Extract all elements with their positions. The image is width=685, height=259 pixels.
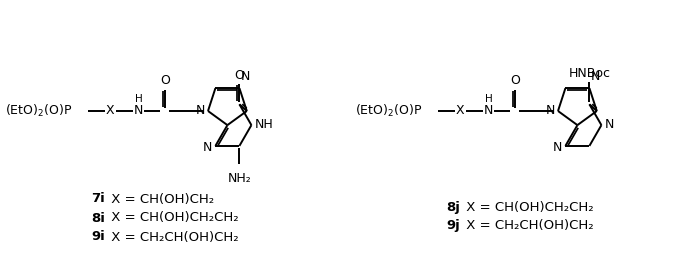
Text: H: H [135, 95, 142, 104]
Text: (EtO)$_2$(O)P: (EtO)$_2$(O)P [355, 103, 422, 119]
Text: X: X [105, 104, 114, 118]
Text: N: N [546, 104, 555, 118]
Text: O: O [234, 69, 245, 82]
Text: N: N [553, 141, 562, 154]
Text: NH: NH [254, 118, 273, 131]
Text: HNBoc: HNBoc [569, 67, 610, 80]
Text: X: X [456, 104, 464, 118]
Text: N: N [134, 104, 143, 118]
Text: X = CH(OH)CH₂CH₂: X = CH(OH)CH₂CH₂ [107, 212, 238, 225]
Text: (EtO)$_2$(O)P: (EtO)$_2$(O)P [5, 103, 72, 119]
Text: N: N [203, 141, 212, 154]
Text: X = CH₂CH(OH)CH₂: X = CH₂CH(OH)CH₂ [107, 231, 238, 243]
Text: O: O [160, 75, 170, 88]
Text: 7i: 7i [91, 192, 105, 205]
Text: N: N [196, 104, 205, 118]
Text: 9i: 9i [91, 231, 105, 243]
Text: N: N [604, 118, 614, 131]
Text: X = CH₂CH(OH)CH₂: X = CH₂CH(OH)CH₂ [462, 219, 594, 233]
Text: N: N [240, 70, 250, 83]
Text: N: N [590, 70, 600, 83]
Text: O: O [510, 75, 520, 88]
Text: N: N [484, 104, 493, 118]
Text: H: H [484, 95, 493, 104]
Text: X = CH(OH)CH₂: X = CH(OH)CH₂ [107, 192, 214, 205]
Text: 9j: 9j [446, 219, 460, 233]
Text: NH₂: NH₂ [227, 172, 251, 185]
Text: X = CH(OH)CH₂CH₂: X = CH(OH)CH₂CH₂ [462, 200, 594, 213]
Text: 8j: 8j [446, 200, 460, 213]
Text: 8i: 8i [91, 212, 105, 225]
